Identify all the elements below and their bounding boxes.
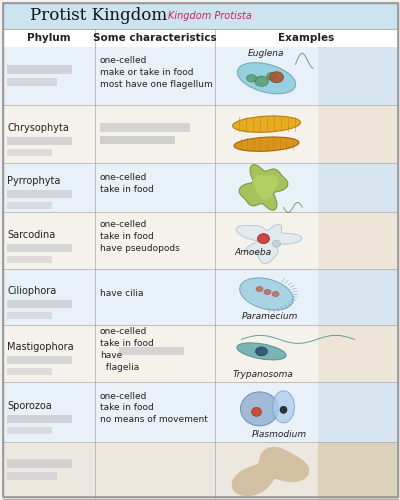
Bar [7,300,72,308]
Text: Euglena: Euglena [248,50,285,58]
Bar [215,270,398,324]
Text: Kingdom Protista: Kingdom Protista [168,11,252,21]
Ellipse shape [264,290,271,294]
Text: Ciliophora: Ciliophora [7,286,56,296]
Bar [318,442,398,499]
Bar [3,163,215,212]
Ellipse shape [280,406,287,414]
Bar [7,78,57,86]
Bar [3,442,215,499]
Bar [7,190,72,198]
Bar [318,382,398,442]
Text: one-celled
take in food
have pseudopods: one-celled take in food have pseudopods [100,220,180,253]
Ellipse shape [254,76,268,86]
Bar [7,149,52,156]
Bar [7,472,57,480]
Bar [7,65,72,74]
Bar [215,324,398,382]
Bar [3,47,215,106]
Text: have cilia: have cilia [100,288,144,298]
Ellipse shape [272,292,279,296]
Bar [7,415,72,423]
Bar [100,136,175,144]
Text: Protist Kingdom: Protist Kingdom [30,8,167,24]
Text: Amoeba: Amoeba [235,248,272,257]
Text: one-celled
take in food
have
  flagelia: one-celled take in food have flagelia [100,327,154,372]
Text: Chrysophyta: Chrysophyta [7,123,69,133]
Text: Sporozoa: Sporozoa [7,401,52,411]
Ellipse shape [256,286,263,292]
Ellipse shape [272,240,280,247]
Ellipse shape [232,116,300,132]
Bar [7,368,52,376]
Text: one-celled
take in food: one-celled take in food [100,173,154,194]
Polygon shape [236,224,302,264]
Bar [3,3,398,29]
Bar [3,29,398,47]
Text: Trypanosoma: Trypanosoma [233,370,294,378]
Bar [7,202,52,209]
Ellipse shape [237,62,296,94]
Bar [318,270,398,324]
Ellipse shape [240,278,293,310]
Ellipse shape [272,391,294,423]
Bar [100,123,190,132]
Text: one-celled
take in food
no means of movement: one-celled take in food no means of move… [100,392,208,424]
Polygon shape [232,447,309,496]
Bar [215,163,398,212]
Text: Sarcodina: Sarcodina [7,230,55,239]
Bar [7,312,52,319]
Ellipse shape [249,286,278,302]
Bar [318,163,398,212]
Text: Plasmodium: Plasmodium [252,430,307,439]
Bar [7,427,52,434]
Bar [215,106,398,163]
Ellipse shape [246,74,256,82]
Bar [7,356,72,364]
Bar [215,382,398,442]
Bar [215,442,398,499]
Text: Pyrrophyta: Pyrrophyta [7,176,60,186]
Text: Examples: Examples [278,33,335,43]
Bar [3,382,215,442]
Bar [215,47,398,106]
Ellipse shape [237,343,286,360]
Text: Phylum: Phylum [27,33,71,43]
Bar [3,106,215,163]
Ellipse shape [266,72,276,80]
Ellipse shape [258,234,270,243]
Bar [215,212,398,270]
Bar [3,212,215,270]
Bar [7,244,72,252]
Text: Paramecium: Paramecium [241,312,298,321]
Bar [318,324,398,382]
Bar [318,106,398,163]
Ellipse shape [256,347,268,356]
Polygon shape [252,175,278,200]
Text: one-celled
make or take in food
most have one flagellum: one-celled make or take in food most hav… [100,56,213,88]
Text: Mastigophora: Mastigophora [7,342,74,352]
Bar [3,324,215,382]
Bar [7,460,72,468]
Ellipse shape [252,408,262,416]
Ellipse shape [270,72,284,83]
Ellipse shape [240,392,278,426]
Polygon shape [239,164,288,210]
Bar [3,270,215,324]
Bar [119,348,184,356]
Bar [318,212,398,270]
Bar [318,47,398,106]
Text: Some characteristics: Some characteristics [93,33,217,43]
Bar [7,256,52,262]
Ellipse shape [234,137,299,152]
Bar [7,137,72,145]
